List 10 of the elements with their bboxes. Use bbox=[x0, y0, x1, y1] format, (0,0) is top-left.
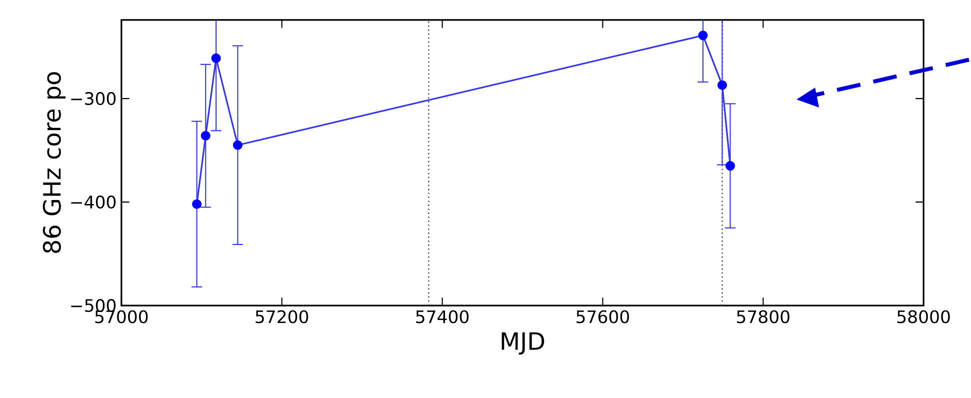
y-tick-label: −400 bbox=[71, 195, 116, 209]
x-axis-title: MJD bbox=[502, 332, 544, 355]
x-tick-label: 57200 bbox=[256, 310, 308, 324]
x-tick-label: 57400 bbox=[416, 310, 469, 324]
y-tick-label: −300 bbox=[71, 92, 116, 106]
x-tick-label: 57800 bbox=[737, 310, 790, 324]
y-axis-title: 86 GHz core po bbox=[42, 72, 66, 253]
x-tick-label: 58000 bbox=[897, 310, 950, 324]
x-tick-label: 57000 bbox=[95, 310, 148, 324]
x-tick-label: 57600 bbox=[576, 310, 629, 324]
